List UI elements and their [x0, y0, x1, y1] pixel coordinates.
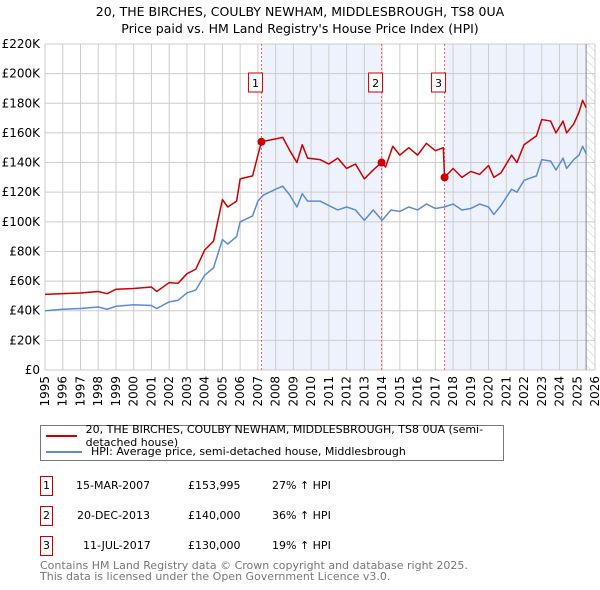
x-tick-label: 2022: [517, 376, 531, 407]
x-tick-label: 2019: [464, 376, 478, 407]
footer-copyright: Contains HM Land Registry data © Crown c…: [40, 559, 468, 572]
y-tick-label: £0: [25, 363, 40, 377]
y-tick-label: £180K: [2, 96, 42, 110]
sale-label: 1: [252, 77, 259, 90]
y-tick-label: £120K: [2, 185, 42, 199]
x-tick-label: 2018: [446, 376, 460, 407]
y-tick-label: £220K: [2, 37, 42, 51]
x-tick-label: 2021: [499, 376, 513, 407]
sale-point: [257, 137, 266, 146]
sale-label: 2: [372, 77, 379, 90]
x-tick-label: 2024: [553, 376, 567, 407]
sale-label-box: [368, 72, 384, 93]
sale-hpi: 19% ↑ HPI: [272, 539, 331, 552]
x-tick-label: 1995: [38, 376, 52, 407]
y-tick-label: £80K: [9, 244, 41, 258]
sale-date: 20-DEC-2013: [77, 509, 151, 522]
price-line: [44, 99, 587, 296]
y-tick-label: £100K: [2, 215, 42, 229]
x-tick-label: 2023: [535, 376, 549, 407]
y-tick-label: £40K: [9, 304, 41, 318]
legend-swatch-blue: [46, 450, 82, 453]
x-tick-label: 2005: [215, 376, 229, 407]
sale-date: 11-JUL-2017: [83, 539, 151, 552]
sale-date: 15-MAR-2007: [76, 479, 151, 492]
x-tick-label: 2015: [393, 376, 407, 407]
footer-licence: This data is licensed under the Open Gov…: [40, 570, 391, 583]
x-tick-label: 2020: [482, 376, 496, 407]
legend-swatch-red: [46, 434, 77, 437]
chart-title: 20, THE BIRCHES, COULBY NEWHAM, MIDDLESB…: [95, 4, 505, 19]
x-tick-label: 2000: [127, 376, 141, 407]
sale-hpi: 27% ↑ HPI: [272, 479, 331, 492]
legend-label: HPI: Average price, semi-detached house,…: [91, 445, 406, 458]
chart-plot: £0 £20K £40K £60K £80K £100K £120K £140K £160K £1…: [2, 37, 600, 407]
y-tick-label: £200K: [2, 67, 42, 81]
x-tick-label: 2010: [304, 376, 318, 407]
legend-item-hpi: HPI: Average price, semi-detached house,…: [46, 444, 406, 459]
sale-label-box: [431, 72, 447, 93]
x-tick-label: 1997: [73, 376, 87, 407]
forecast-hatch: [586, 44, 595, 370]
chart-subtitle: Price paid vs. HM Land Registry's House …: [121, 21, 479, 36]
x-tick-label: 2006: [233, 376, 247, 407]
sale-point: [440, 173, 449, 182]
shaded-period: [261, 44, 382, 370]
x-tick-label: 2009: [286, 376, 300, 407]
x-tick-label: 2008: [269, 376, 283, 407]
x-tick-label: 2003: [180, 376, 194, 407]
x-tick-label: 2012: [340, 376, 354, 407]
sale-label: 3: [435, 77, 442, 90]
sale-marker-badge: 1: [40, 476, 53, 496]
x-tick-label: 2011: [322, 376, 336, 407]
x-tick-label: 2002: [162, 376, 176, 407]
x-tick-label: 2014: [375, 376, 389, 407]
x-tick-label: 2017: [428, 376, 442, 407]
x-tick-label: 2016: [411, 376, 425, 407]
sale-label-box: [247, 72, 263, 93]
y-tick-label: £160K: [2, 126, 42, 140]
legend: 20, THE BIRCHES, COULBY NEWHAM, MIDDLESB…: [40, 423, 504, 461]
x-tick-label: 2026: [588, 376, 600, 407]
shaded-period: [444, 44, 587, 370]
x-tick-label: 1998: [91, 376, 105, 407]
legend-item-property: 20, THE BIRCHES, COULBY NEWHAM, MIDDLESB…: [46, 423, 503, 449]
sale-price: £153,995: [188, 479, 241, 492]
x-tick-label: 2013: [357, 376, 371, 407]
sale-hpi: 36% ↑ HPI: [272, 509, 331, 522]
x-tick-label: 1999: [109, 376, 123, 407]
legend-label: 20, THE BIRCHES, COULBY NEWHAM, MIDDLESB…: [85, 422, 484, 449]
sale-price: £140,000: [188, 509, 241, 522]
hpi-line: [44, 145, 587, 312]
sale-point: [377, 158, 386, 167]
x-tick-label: 2004: [198, 376, 212, 407]
sale-price: £130,000: [188, 539, 241, 552]
x-tick-label: 2025: [570, 376, 584, 407]
x-tick-label: 2001: [144, 376, 158, 407]
y-tick-label: £140K: [2, 156, 42, 170]
sale-marker-badge: 3: [40, 536, 53, 556]
y-tick-label: £20K: [9, 333, 41, 347]
sale-marker-badge: 2: [40, 506, 53, 526]
x-tick-label: 2007: [251, 376, 265, 407]
x-tick-label: 1996: [56, 376, 70, 407]
y-tick-label: £60K: [9, 274, 41, 288]
